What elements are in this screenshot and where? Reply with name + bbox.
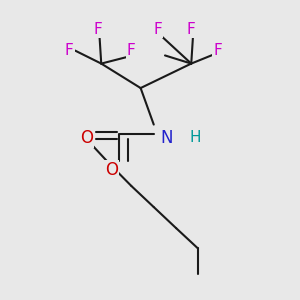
Text: F: F	[65, 43, 74, 58]
Text: F: F	[213, 43, 222, 58]
Text: F: F	[187, 22, 196, 37]
Text: F: F	[127, 43, 136, 58]
Text: F: F	[153, 22, 162, 37]
Text: O: O	[105, 161, 118, 179]
Text: F: F	[93, 22, 102, 37]
Text: N: N	[160, 129, 173, 147]
Text: O: O	[80, 129, 93, 147]
Text: H: H	[189, 130, 201, 145]
